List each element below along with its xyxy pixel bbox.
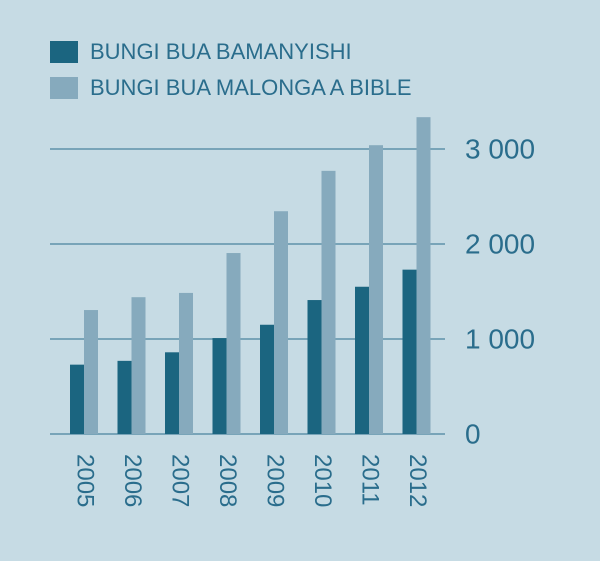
x-tick-label: 2005	[72, 454, 99, 507]
bar	[179, 292, 193, 434]
bar	[84, 310, 98, 434]
y-tick-label: 0	[465, 418, 481, 449]
legend-label: BUNGI BUA BAMANYISHI	[90, 39, 352, 64]
x-tick-label: 2008	[214, 454, 241, 507]
bar	[70, 364, 84, 434]
x-tick-label: 2010	[309, 454, 336, 507]
bar	[416, 117, 431, 435]
x-tick-label: 2012	[404, 454, 431, 507]
y-tick-label: 2 000	[465, 228, 535, 259]
y-tick-label: 1 000	[465, 323, 535, 354]
bar	[165, 352, 179, 434]
legend-swatch	[50, 77, 78, 99]
x-tick-label: 2011	[357, 454, 384, 506]
bar	[226, 253, 241, 434]
bar	[402, 269, 417, 434]
legend-swatch	[50, 41, 78, 63]
x-tick-label: 2006	[119, 454, 146, 507]
bar	[355, 286, 369, 434]
bar	[260, 324, 274, 434]
bar	[274, 211, 288, 434]
bar	[117, 360, 132, 434]
x-tick-label: 2009	[262, 454, 289, 507]
legend-label: BUNGI BUA MALONGA A BIBLE	[90, 75, 412, 100]
bar	[321, 170, 336, 434]
bar	[212, 338, 227, 434]
y-tick-label: 3 000	[465, 133, 535, 164]
bar	[369, 145, 383, 434]
bar	[307, 300, 322, 434]
bar	[131, 297, 146, 434]
x-tick-label: 2007	[167, 454, 194, 507]
